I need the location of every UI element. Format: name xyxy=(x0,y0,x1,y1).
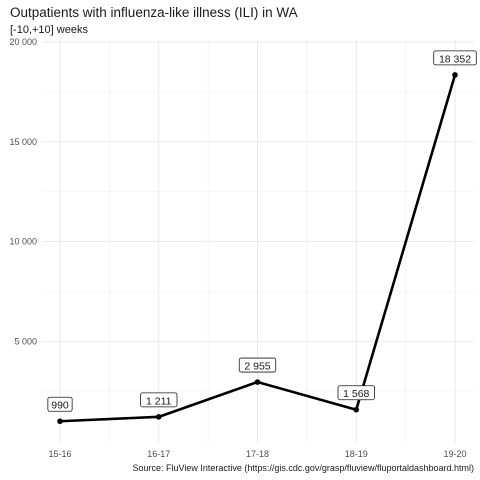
chart-subtitle: [-10,+10] weeks xyxy=(10,24,88,36)
x-tick-label: 16-17 xyxy=(147,449,170,459)
y-tick-label: 5 000 xyxy=(14,336,37,346)
data-point xyxy=(254,379,261,385)
x-tick-label: 15-16 xyxy=(48,449,71,459)
data-label-box xyxy=(337,385,375,401)
data-label-box xyxy=(47,396,73,412)
x-tick-label: 17-18 xyxy=(246,449,269,459)
data-point xyxy=(353,406,360,413)
y-tick-label: 15 000 xyxy=(9,137,37,147)
data-point xyxy=(155,414,162,420)
data-point xyxy=(57,418,63,425)
y-tick-label: 10 000 xyxy=(9,237,37,247)
data-label-box xyxy=(238,357,277,373)
data-label: 990 xyxy=(51,400,69,412)
data-label: 1 211 xyxy=(146,395,172,407)
data-label-box xyxy=(140,392,178,408)
data-label: 1 568 xyxy=(343,388,369,400)
data-label-box xyxy=(433,50,477,66)
data-label: 2 955 xyxy=(244,361,270,373)
source-caption: Source: FluView Interactive (https://gis… xyxy=(132,463,475,473)
y-tick-label: 20 000 xyxy=(9,37,37,47)
chart-title: Outpatients with influenza-like illness … xyxy=(10,5,298,20)
data-point xyxy=(452,72,458,78)
data-label: 18 352 xyxy=(439,53,471,65)
x-tick-label: 19-20 xyxy=(443,449,466,459)
x-tick-label: 18-19 xyxy=(345,449,368,459)
